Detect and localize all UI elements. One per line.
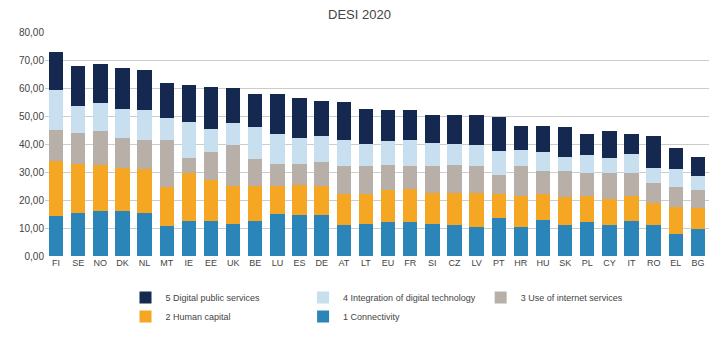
svg-text:FI: FI bbox=[52, 258, 60, 268]
svg-text:EU: EU bbox=[382, 258, 395, 268]
svg-text:LT: LT bbox=[361, 258, 371, 268]
svg-text:60,00: 60,00 bbox=[19, 83, 44, 94]
svg-text:EE: EE bbox=[205, 258, 217, 268]
svg-text:CZ: CZ bbox=[448, 258, 460, 268]
svg-text:5 Digital public services: 5 Digital public services bbox=[166, 293, 261, 303]
svg-text:DE: DE bbox=[315, 258, 328, 268]
svg-text:FR: FR bbox=[404, 258, 416, 268]
svg-text:LU: LU bbox=[272, 258, 284, 268]
svg-text:SE: SE bbox=[72, 258, 84, 268]
svg-text:30,00: 30,00 bbox=[19, 167, 44, 178]
svg-text:IE: IE bbox=[185, 258, 194, 268]
svg-text:BG: BG bbox=[691, 258, 704, 268]
svg-text:HR: HR bbox=[514, 258, 527, 268]
svg-text:50,00: 50,00 bbox=[19, 111, 44, 122]
svg-text:4 Integration of digital techn: 4 Integration of digital technology bbox=[343, 293, 476, 303]
svg-text:LV: LV bbox=[471, 258, 481, 268]
svg-text:DK: DK bbox=[116, 258, 129, 268]
svg-text:RO: RO bbox=[647, 258, 661, 268]
svg-text:PL: PL bbox=[582, 258, 593, 268]
svg-text:CY: CY bbox=[603, 258, 616, 268]
svg-text:NO: NO bbox=[94, 258, 108, 268]
svg-text:70,00: 70,00 bbox=[19, 55, 44, 66]
svg-text:NL: NL bbox=[139, 258, 151, 268]
svg-text:1 Connectivity: 1 Connectivity bbox=[343, 312, 400, 322]
svg-text:HU: HU bbox=[537, 258, 550, 268]
svg-text:40,00: 40,00 bbox=[19, 139, 44, 150]
svg-text:80,00: 80,00 bbox=[19, 27, 44, 38]
svg-text:3 Use of internet services: 3 Use of internet services bbox=[521, 293, 623, 303]
svg-text:PT: PT bbox=[493, 258, 505, 268]
svg-text:2 Human capital: 2 Human capital bbox=[166, 312, 231, 322]
svg-text:SI: SI bbox=[428, 258, 437, 268]
svg-text:0,00: 0,00 bbox=[25, 251, 45, 262]
svg-text:DESI 2020: DESI 2020 bbox=[328, 7, 391, 22]
svg-text:EL: EL bbox=[670, 258, 681, 268]
svg-text:20,00: 20,00 bbox=[19, 195, 44, 206]
svg-text:MT: MT bbox=[160, 258, 173, 268]
svg-text:AT: AT bbox=[338, 258, 349, 268]
svg-text:BE: BE bbox=[249, 258, 261, 268]
svg-text:IT: IT bbox=[628, 258, 637, 268]
svg-text:ES: ES bbox=[294, 258, 306, 268]
svg-text:UK: UK bbox=[227, 258, 240, 268]
svg-text:10,00: 10,00 bbox=[19, 223, 44, 234]
svg-text:SK: SK bbox=[559, 258, 571, 268]
